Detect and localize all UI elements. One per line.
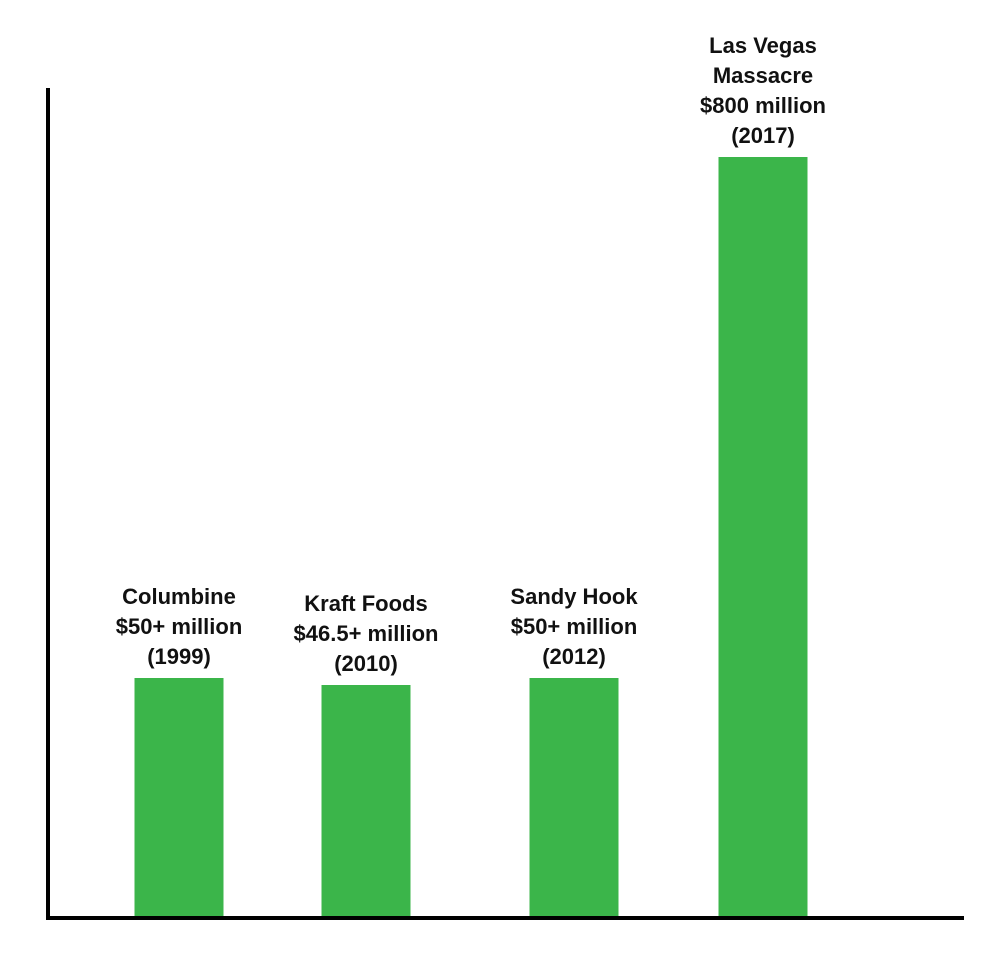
bar-label-las-vegas-massacre-line-2: Massacre <box>713 63 813 88</box>
bar-label-las-vegas-massacre-line-3: $800 million <box>700 93 826 118</box>
bar-label-las-vegas-massacre-line-4: (2017) <box>731 123 795 148</box>
bar-label-columbine-line-1: Columbine <box>122 584 236 609</box>
bar-las-vegas-massacre <box>718 157 808 917</box>
bar-label-columbine-line-3: (1999) <box>147 644 211 669</box>
bar-label-sandy-hook-line-1: Sandy Hook <box>510 584 638 609</box>
bar-sandy-hook <box>529 678 619 917</box>
bar-label-kraft-foods-line-2: $46.5+ million <box>294 621 439 646</box>
bar-label-las-vegas-massacre-line-1: Las Vegas <box>709 33 817 58</box>
bar-label-sandy-hook-line-3: (2012) <box>542 644 606 669</box>
bar-kraft-foods <box>321 685 411 917</box>
bar-label-kraft-foods-line-3: (2010) <box>334 651 398 676</box>
bar-label-sandy-hook-line-2: $50+ million <box>511 614 638 639</box>
bar-label-kraft-foods-line-1: Kraft Foods <box>304 591 427 616</box>
bars-layer <box>134 157 808 917</box>
bar-label-columbine-line-2: $50+ million <box>116 614 243 639</box>
bar-columbine <box>134 678 224 917</box>
labels-layer: Columbine $50+ million (1999) Kraft Foods $4… <box>116 33 826 676</box>
